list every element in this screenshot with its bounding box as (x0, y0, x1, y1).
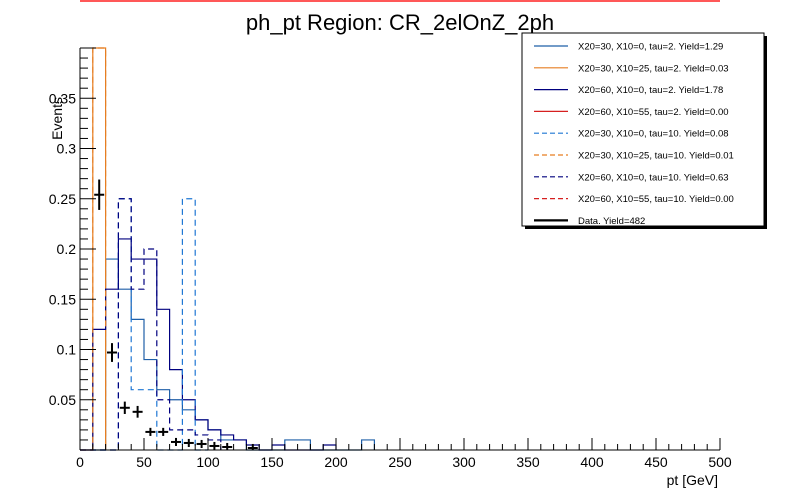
x-tick-label: 100 (196, 454, 220, 470)
legend-entry: Data. Yield=482 (534, 216, 645, 227)
x-tick-label: 250 (388, 454, 412, 470)
x-tick-label: 400 (580, 454, 604, 470)
x-tick-label: 300 (452, 454, 476, 470)
legend-entry: X20=30, X10=25, tau=10. Yield=0.01 (534, 151, 734, 162)
y-tick-label: 0.1 (57, 342, 77, 358)
legend: X20=30, X10=0, tau=2. Yield=1.29 X20=30, … (521, 32, 767, 229)
x-tick-label: 50 (136, 454, 152, 470)
x-tick-label: 150 (260, 454, 284, 470)
y-tick-label: 0.35 (49, 90, 76, 106)
legend-entry: X20=60, X10=55, tau=2. Yield=0.00 (534, 107, 729, 118)
data-point (94, 179, 105, 210)
legend-label: X20=60, X10=55, tau=2. Yield=0.00 (578, 107, 729, 118)
y-axis-ticks: 0.05 0.1 0.15 0.2 0.25 0.3 0.35 (49, 47, 96, 441)
legend-entries: X20=30, X10=0, tau=2. Yield=1.29 X20=30, … (534, 42, 734, 227)
x-tick-label: 0 (76, 454, 84, 470)
legend-entry: X20=60, X10=0, tau=10. Yield=0.63 (534, 172, 729, 183)
y-tick-label: 0.2 (57, 241, 77, 257)
x-tick-label: 200 (324, 454, 348, 470)
legend-label: X20=30, X10=25, tau=2. Yield=0.03 (578, 63, 729, 74)
data-point (107, 343, 117, 362)
legend-shadow-right (764, 36, 767, 229)
legend-label: Data. Yield=482 (578, 216, 645, 227)
data-point (171, 437, 181, 446)
y-axis-label: Events (49, 97, 65, 140)
x-tick-label: 500 (708, 454, 732, 470)
y-tick-label: 0.25 (49, 191, 76, 207)
data-point (196, 439, 207, 448)
legend-label: X20=30, X10=0, tau=10. Yield=0.08 (578, 129, 729, 140)
legend-box (521, 32, 765, 227)
legend-entry: X20=60, X10=0, tau=2. Yield=1.78 (534, 85, 723, 96)
legend-label: X20=60, X10=0, tau=10. Yield=0.63 (578, 172, 729, 183)
data-point (222, 442, 233, 450)
x-tick-label: 450 (644, 454, 668, 470)
x-axis-label: pt [GeV] (667, 472, 718, 488)
y-tick-label: 0.3 (57, 141, 77, 157)
legend-label: X20=30, X10=0, tau=2. Yield=1.29 (578, 42, 723, 53)
legend-label: X20=60, X10=55, tau=10. Yield=0.00 (578, 194, 734, 205)
data-point (247, 443, 258, 450)
x-axis-ticks: 0 50 100 150 200 250 300 350 400 450 500 (76, 438, 732, 470)
data-point (158, 427, 169, 436)
legend-label: X20=60, X10=0, tau=2. Yield=1.78 (578, 85, 723, 96)
legend-entry: X20=30, X10=0, tau=10. Yield=0.08 (534, 129, 729, 140)
y-tick-label: 0.15 (49, 291, 76, 307)
data-point (119, 401, 130, 414)
legend-entry: X20=30, X10=25, tau=2. Yield=0.03 (534, 63, 729, 74)
x-tick-label: 350 (516, 454, 540, 470)
chart-title: ph_pt Region: CR_2elOnZ_2ph (246, 10, 554, 35)
data-point (132, 405, 143, 418)
legend-entry: X20=60, X10=55, tau=10. Yield=0.00 (534, 194, 734, 205)
legend-entry: X20=30, X10=0, tau=2. Yield=1.29 (534, 42, 723, 53)
histogram-series-6 (80, 198, 222, 451)
legend-shadow-bottom (525, 226, 767, 229)
legend-label: X20=30, X10=25, tau=10. Yield=0.01 (578, 151, 734, 162)
y-tick-label: 0.05 (49, 392, 76, 408)
data-point (209, 441, 220, 450)
data-point (145, 427, 156, 436)
data-point (183, 438, 194, 447)
data-points-layer (94, 179, 258, 450)
